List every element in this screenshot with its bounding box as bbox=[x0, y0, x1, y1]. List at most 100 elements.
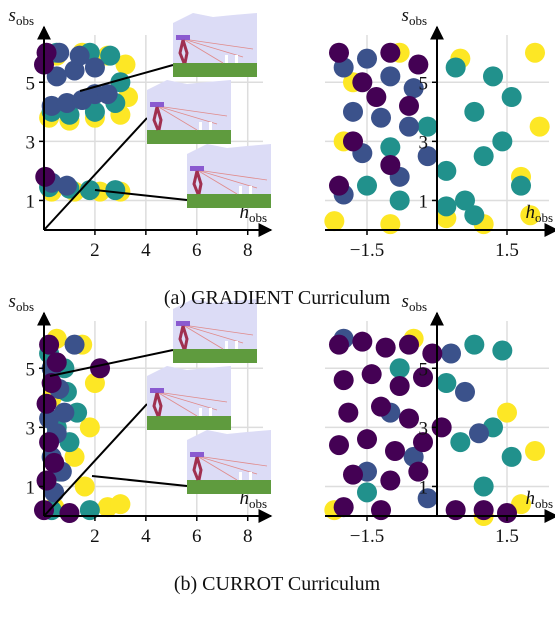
point bbox=[338, 402, 359, 423]
y-tick-label: 1 bbox=[419, 477, 429, 498]
point bbox=[380, 42, 401, 63]
x-label-symbol: h bbox=[239, 488, 249, 509]
point bbox=[333, 497, 354, 518]
point bbox=[343, 131, 363, 152]
point bbox=[511, 175, 531, 196]
point bbox=[441, 343, 461, 364]
point bbox=[417, 488, 438, 509]
x-label-symbol: h bbox=[525, 202, 535, 223]
y-label-symbol: s bbox=[9, 291, 16, 312]
x-tick-label: 1.5 bbox=[495, 240, 519, 261]
point bbox=[399, 408, 419, 429]
point bbox=[455, 381, 475, 402]
point bbox=[357, 175, 377, 196]
point bbox=[352, 331, 373, 352]
point bbox=[464, 334, 485, 355]
point bbox=[56, 92, 77, 113]
x-tick-label: 8 bbox=[243, 526, 253, 547]
point bbox=[329, 175, 349, 196]
point bbox=[413, 432, 433, 453]
point bbox=[105, 180, 126, 201]
point bbox=[497, 503, 517, 524]
point bbox=[41, 373, 62, 394]
x-tick-label: 4 bbox=[141, 240, 151, 261]
link-line bbox=[94, 189, 188, 201]
point bbox=[329, 435, 349, 456]
point bbox=[473, 476, 494, 497]
point bbox=[385, 441, 405, 461]
y-tick-label: 3 bbox=[419, 132, 429, 153]
x-label-sub: obs bbox=[249, 210, 267, 225]
y-axis-label: sobs bbox=[402, 5, 427, 28]
point bbox=[380, 155, 401, 175]
point bbox=[35, 166, 56, 187]
y-label-symbol: s bbox=[402, 291, 409, 312]
point bbox=[380, 137, 401, 158]
env-inset bbox=[171, 11, 259, 79]
y-axis-label: sobs bbox=[402, 291, 427, 314]
caption: (b) CURROT Curriculum bbox=[174, 573, 381, 595]
point bbox=[417, 146, 438, 167]
point bbox=[357, 482, 377, 503]
inset-links bbox=[43, 64, 188, 517]
point bbox=[44, 452, 65, 473]
point bbox=[464, 205, 485, 226]
point bbox=[64, 334, 85, 355]
y-tick-label: 1 bbox=[26, 191, 36, 212]
x-label-sub: obs bbox=[535, 210, 553, 225]
x-tick-label: 2 bbox=[90, 526, 100, 547]
point bbox=[464, 101, 485, 122]
point bbox=[324, 211, 345, 232]
point bbox=[520, 205, 541, 226]
point bbox=[492, 131, 513, 152]
point bbox=[473, 146, 494, 167]
x-axis-label: hobs bbox=[239, 202, 267, 225]
x-label-sub: obs bbox=[249, 496, 267, 511]
x-label-symbol: h bbox=[525, 488, 535, 509]
point bbox=[473, 500, 494, 521]
point bbox=[90, 358, 111, 379]
point bbox=[389, 376, 410, 396]
point bbox=[501, 87, 522, 108]
x-tick-label: 1.5 bbox=[495, 526, 519, 547]
link-line bbox=[91, 475, 188, 487]
y-label-sub: obs bbox=[409, 13, 427, 28]
point bbox=[525, 42, 545, 63]
env-inset bbox=[145, 364, 233, 432]
x-label-symbol: h bbox=[239, 202, 249, 223]
x-axis-label: hobs bbox=[239, 488, 267, 511]
point bbox=[436, 196, 457, 217]
env-inset bbox=[145, 78, 233, 146]
point bbox=[483, 66, 503, 87]
point bbox=[380, 470, 401, 491]
point bbox=[39, 334, 60, 355]
point bbox=[492, 340, 513, 361]
point bbox=[529, 116, 550, 137]
point bbox=[36, 393, 57, 414]
x-label-sub: obs bbox=[535, 496, 553, 511]
x-axis-label: hobs bbox=[525, 202, 553, 225]
point bbox=[371, 396, 391, 417]
point bbox=[403, 78, 424, 99]
y-tick-label: 1 bbox=[419, 191, 429, 212]
point bbox=[46, 352, 67, 373]
y-label-sub: obs bbox=[16, 13, 34, 28]
caption: (a) GRADIENT Curriculum bbox=[164, 287, 391, 309]
point bbox=[501, 446, 522, 467]
point bbox=[436, 160, 457, 181]
point bbox=[352, 72, 373, 93]
point bbox=[329, 42, 349, 63]
point bbox=[497, 402, 517, 423]
y-tick-label: 3 bbox=[419, 418, 429, 439]
point bbox=[371, 107, 391, 128]
link-line bbox=[79, 64, 174, 92]
point bbox=[399, 334, 419, 355]
point bbox=[361, 364, 382, 385]
point bbox=[389, 358, 410, 379]
point bbox=[69, 45, 90, 66]
x-tick-label: 6 bbox=[192, 240, 202, 261]
point bbox=[84, 101, 105, 122]
